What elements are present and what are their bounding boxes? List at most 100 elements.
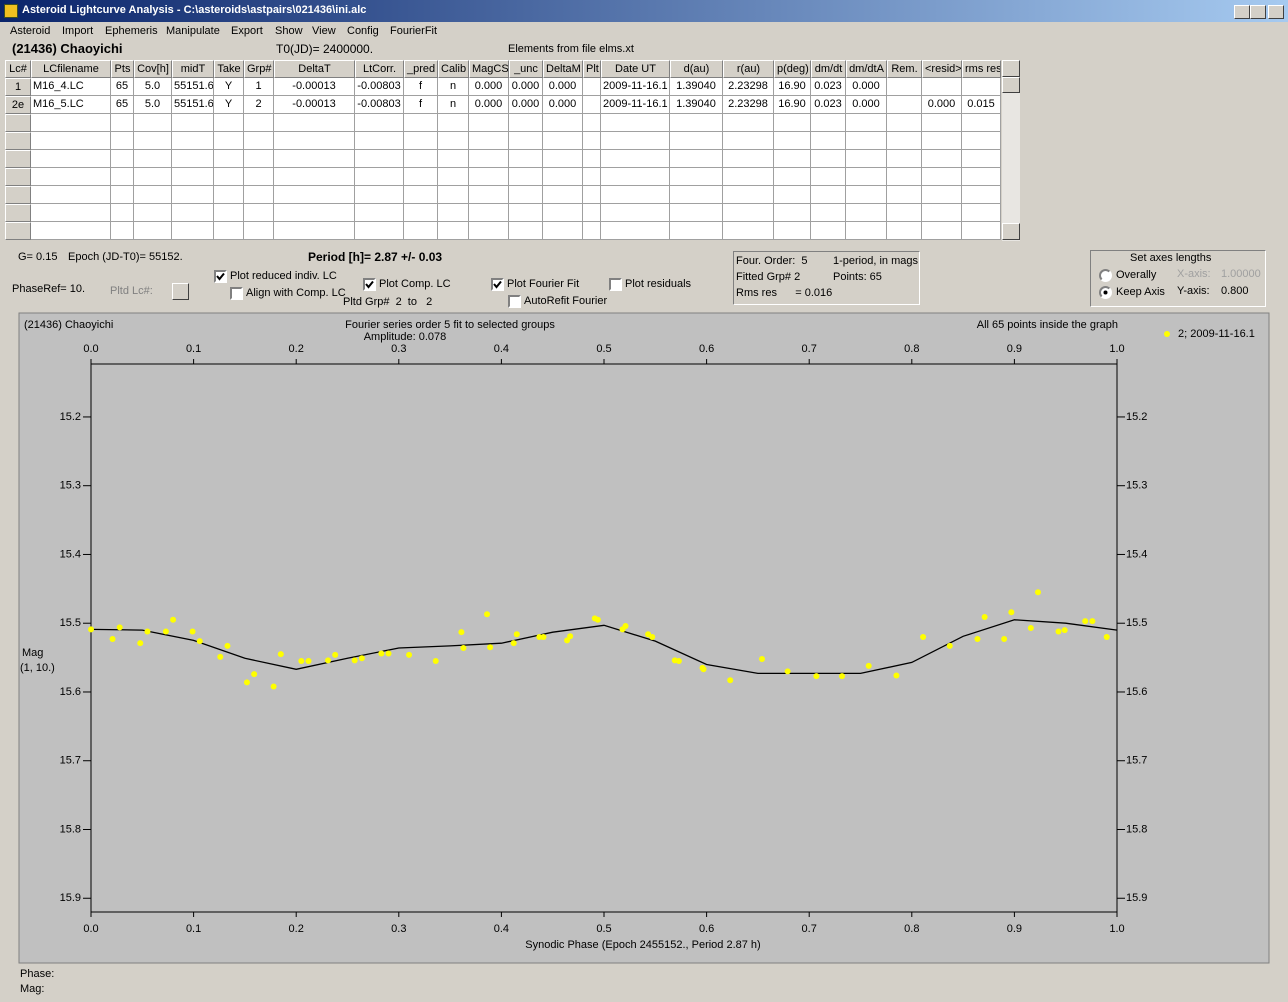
row-header[interactable]: 1 bbox=[5, 78, 31, 96]
data-point bbox=[109, 636, 116, 643]
menu-item[interactable]: Ephemeris bbox=[105, 25, 158, 37]
menu-item[interactable]: View bbox=[312, 25, 336, 37]
fit-info-box bbox=[733, 251, 920, 305]
radio-label[interactable]: Keep Axis bbox=[1116, 286, 1165, 298]
column-header[interactable]: _unc bbox=[509, 60, 543, 78]
checkbox[interactable] bbox=[491, 278, 504, 291]
table-cell: 0.000 bbox=[469, 96, 509, 114]
column-header[interactable]: Pts bbox=[111, 60, 134, 78]
menu-item[interactable]: Config bbox=[347, 25, 379, 37]
column-header[interactable]: Plt bbox=[583, 60, 601, 78]
column-header[interactable]: MagCS bbox=[469, 60, 509, 78]
radio-button[interactable] bbox=[1099, 269, 1112, 282]
column-header[interactable]: Date UT bbox=[601, 60, 670, 78]
chart-title: Fourier series order 5 fit to selected g… bbox=[345, 319, 555, 331]
checkbox[interactable] bbox=[230, 287, 243, 300]
checkbox-label[interactable]: Plot Fourier Fit bbox=[507, 278, 580, 290]
column-header[interactable]: DeltaM bbox=[543, 60, 583, 78]
radio-label[interactable]: Overally bbox=[1116, 269, 1157, 281]
table-cell bbox=[274, 204, 355, 222]
status-label: Phase: bbox=[20, 968, 55, 980]
checkbox[interactable] bbox=[214, 270, 227, 283]
row-header[interactable] bbox=[5, 132, 31, 150]
y-tick-label: 15.8 bbox=[60, 823, 81, 835]
column-header[interactable]: rms res bbox=[962, 60, 1001, 78]
table-cell bbox=[111, 168, 134, 186]
table-cell bbox=[469, 132, 509, 150]
table-cell bbox=[887, 96, 922, 114]
row-header[interactable] bbox=[5, 222, 31, 240]
column-header[interactable]: Cov[h] bbox=[134, 60, 172, 78]
table-cell bbox=[774, 168, 811, 186]
row-header[interactable] bbox=[5, 168, 31, 186]
table-cell bbox=[583, 150, 601, 168]
column-header[interactable]: LtCorr. bbox=[355, 60, 404, 78]
data-point bbox=[727, 677, 734, 684]
column-header[interactable]: LCfilename bbox=[31, 60, 111, 78]
menu-item[interactable]: Import bbox=[62, 25, 94, 37]
data-point bbox=[946, 642, 953, 649]
table-cell bbox=[962, 186, 1001, 204]
column-header[interactable]: Lc# bbox=[5, 60, 31, 78]
data-point bbox=[196, 638, 203, 645]
column-header[interactable]: Grp# bbox=[244, 60, 274, 78]
column-header[interactable]: dm/dt bbox=[811, 60, 846, 78]
menu-item[interactable]: Manipulate bbox=[166, 25, 220, 37]
scroll-thumb[interactable] bbox=[1002, 77, 1020, 93]
x-tick-label: 0.5 bbox=[596, 343, 611, 355]
table-cell bbox=[469, 150, 509, 168]
x-tick-label: 0.2 bbox=[289, 343, 304, 355]
checkbox[interactable] bbox=[508, 295, 521, 308]
table-cell bbox=[438, 150, 469, 168]
minimize-button[interactable] bbox=[1234, 5, 1250, 19]
close-button[interactable] bbox=[1268, 5, 1284, 19]
table-cell bbox=[723, 168, 774, 186]
table-cell bbox=[509, 114, 543, 132]
scroll-up[interactable] bbox=[1002, 60, 1020, 77]
checkbox-label[interactable]: Plot reduced indiv. LC bbox=[230, 270, 337, 282]
row-header[interactable] bbox=[5, 186, 31, 204]
checkbox-label[interactable]: AutoRefit Fourier bbox=[524, 295, 608, 307]
menu-item[interactable]: Asteroid bbox=[10, 25, 51, 37]
column-header[interactable]: Take bbox=[214, 60, 244, 78]
menu-item[interactable]: Show bbox=[275, 25, 303, 37]
table-cell bbox=[962, 222, 1001, 240]
row-header[interactable]: 2e bbox=[5, 96, 31, 114]
checkbox-label[interactable]: Plot residuals bbox=[625, 278, 692, 290]
table-scrollbar[interactable] bbox=[1002, 60, 1020, 241]
checkbox-label[interactable]: Plot Comp. LC bbox=[379, 278, 451, 290]
scroll-down[interactable] bbox=[1002, 223, 1020, 240]
radio-button[interactable] bbox=[1099, 286, 1112, 299]
table-cell bbox=[774, 222, 811, 240]
row-header[interactable] bbox=[5, 150, 31, 168]
checkbox[interactable] bbox=[363, 278, 376, 291]
column-header[interactable]: _pred bbox=[404, 60, 438, 78]
column-header[interactable]: dm/dtA bbox=[846, 60, 887, 78]
column-header[interactable]: r(au) bbox=[723, 60, 774, 78]
table-cell bbox=[670, 132, 723, 150]
table-cell bbox=[670, 114, 723, 132]
checkbox[interactable] bbox=[609, 278, 622, 291]
table-cell bbox=[31, 168, 111, 186]
table-cell: 0.000 bbox=[922, 96, 962, 114]
row-header[interactable] bbox=[5, 204, 31, 222]
row-header[interactable] bbox=[5, 114, 31, 132]
column-header[interactable]: Rem. bbox=[887, 60, 922, 78]
menu-item[interactable]: Export bbox=[231, 25, 263, 37]
table-cell bbox=[583, 96, 601, 114]
column-header[interactable]: p(deg) bbox=[774, 60, 811, 78]
data-point bbox=[458, 629, 465, 636]
table-cell bbox=[469, 222, 509, 240]
pltd-lc-spinner[interactable] bbox=[172, 283, 189, 300]
column-header[interactable]: DeltaT bbox=[274, 60, 355, 78]
column-header[interactable]: midT bbox=[172, 60, 214, 78]
table-cell bbox=[509, 222, 543, 240]
checkbox-label[interactable]: Align with Comp. LC bbox=[246, 287, 346, 299]
column-header[interactable]: d(au) bbox=[670, 60, 723, 78]
restore-button[interactable] bbox=[1250, 5, 1266, 19]
column-header[interactable]: Calib bbox=[438, 60, 469, 78]
table-cell bbox=[172, 132, 214, 150]
column-header[interactable]: <resid> bbox=[922, 60, 962, 78]
table-cell bbox=[509, 132, 543, 150]
menu-item[interactable]: FourierFit bbox=[390, 25, 438, 37]
